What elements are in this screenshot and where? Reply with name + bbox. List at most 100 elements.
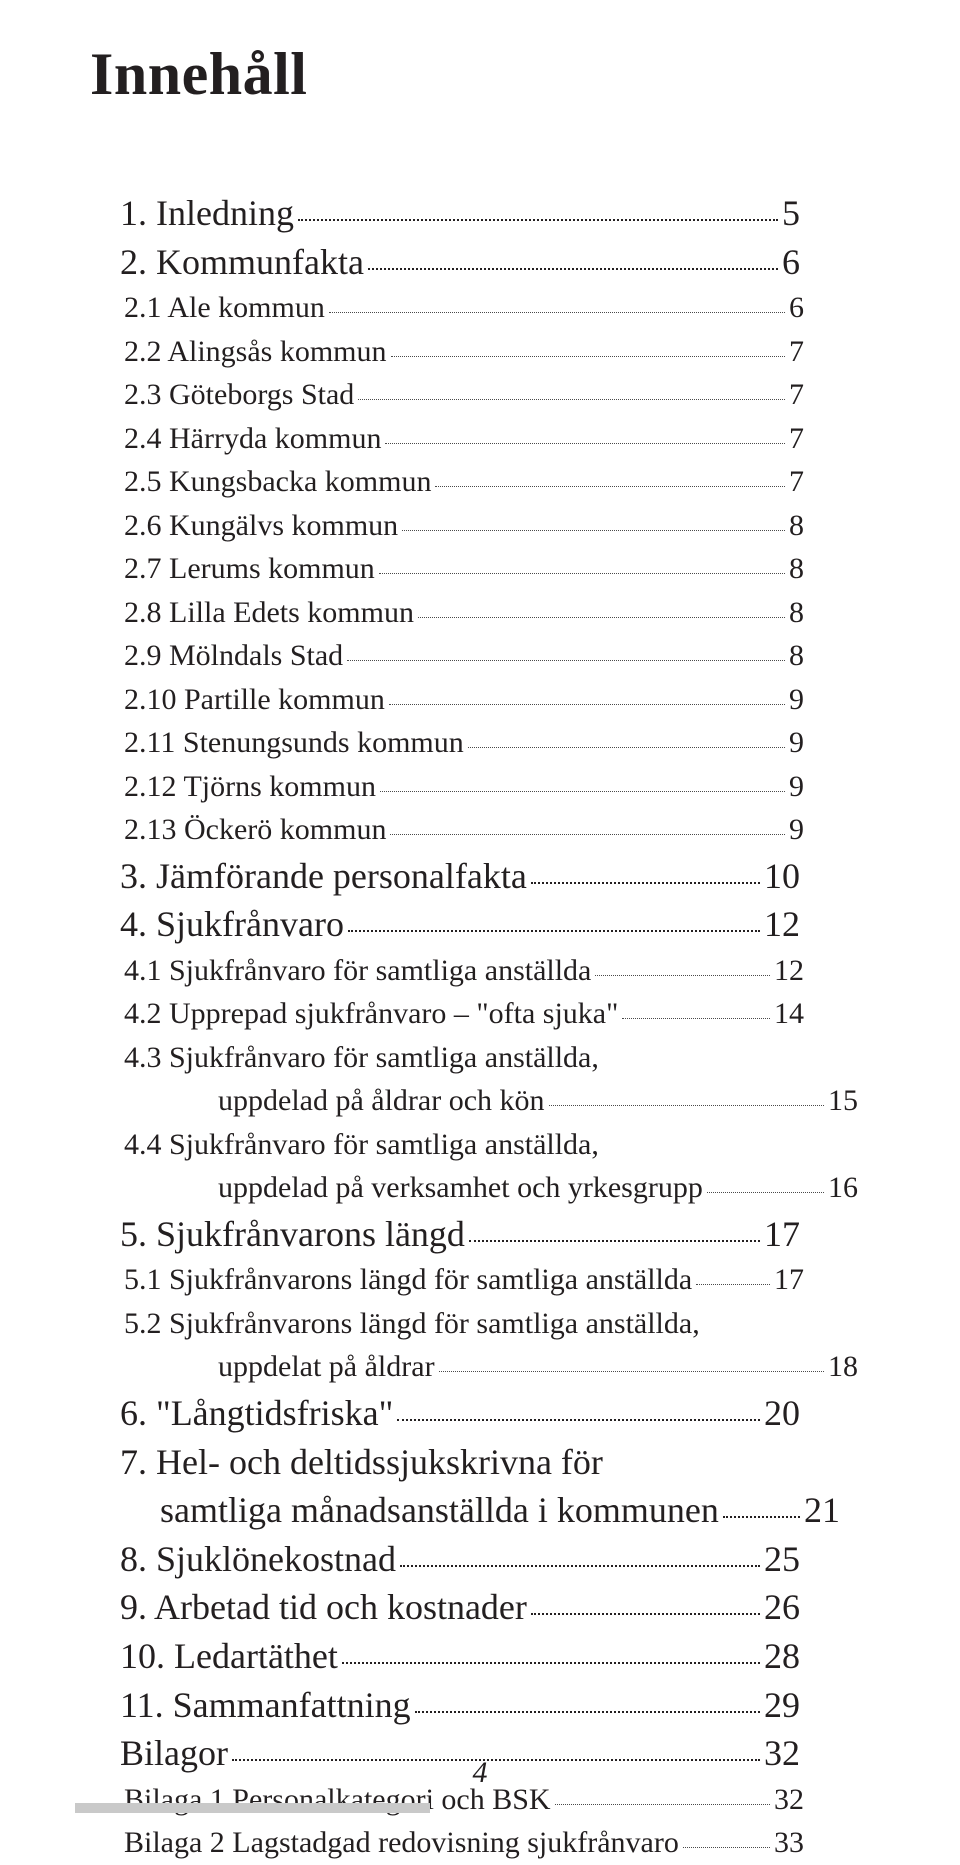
toc-entry: 2.3 Göteborgs Stad 7 bbox=[124, 373, 804, 417]
toc-leader bbox=[329, 311, 785, 313]
toc-entry-label: 5.1 Sjukfrånvarons längd för samtliga an… bbox=[124, 1258, 692, 1302]
toc-entry-label: 2.4 Härryda kommun bbox=[124, 417, 381, 461]
toc-entry-preline: 5.2 Sjukfrånvarons längd för samtliga an… bbox=[124, 1302, 804, 1346]
toc-leader bbox=[397, 1418, 760, 1421]
toc-entry-label: 4.2 Upprepad sjukfrånvaro – "ofta sjuka" bbox=[124, 992, 618, 1036]
toc-leader bbox=[358, 398, 785, 400]
toc-leader bbox=[696, 1283, 770, 1285]
page-number: 4 bbox=[0, 1756, 960, 1790]
toc-entry-page: 12 bbox=[764, 900, 800, 949]
toc-entry: 2. Kommunfakta6 bbox=[120, 238, 800, 287]
toc-leader bbox=[415, 1710, 760, 1713]
toc-entry-label: 2.9 Mölndals Stad bbox=[124, 634, 343, 678]
toc-leader bbox=[348, 929, 760, 932]
toc-leader bbox=[385, 442, 785, 444]
toc-entry-label: uppdelad på verksamhet och yrkesgrupp bbox=[218, 1166, 703, 1210]
table-of-contents: 1. Inledning 52. Kommunfakta62.1 Ale komm… bbox=[120, 189, 840, 1865]
toc-entry: 4. Sjukfrånvaro 12 bbox=[120, 900, 800, 949]
toc-entry-label: 2.11 Stenungsunds kommun bbox=[124, 721, 464, 765]
toc-leader bbox=[342, 1661, 760, 1664]
toc-entry-page: 33 bbox=[774, 1821, 804, 1865]
toc-entry-label: 2.7 Lerums kommun bbox=[124, 547, 375, 591]
toc-entry-label: 6. "Långtidsfriska" bbox=[120, 1389, 393, 1438]
page-title: Innehåll bbox=[90, 40, 840, 109]
toc-leader bbox=[298, 218, 778, 221]
toc-leader bbox=[622, 1017, 770, 1019]
toc-entry: 2.8 Lilla Edets kommun8 bbox=[124, 591, 804, 635]
toc-entry-page: 28 bbox=[764, 1632, 800, 1681]
footer-rule bbox=[75, 1803, 430, 1813]
toc-entry-label: 2.5 Kungsbacka kommun bbox=[124, 460, 431, 504]
toc-entry-label: 11. Sammanfattning bbox=[120, 1681, 411, 1730]
toc-entry: uppdelat på åldrar 18 bbox=[124, 1345, 858, 1389]
toc-leader bbox=[380, 790, 785, 792]
toc-entry-label: 4. Sjukfrånvaro bbox=[120, 900, 344, 949]
toc-leader bbox=[389, 703, 785, 705]
toc-entry: 2.6 Kungälvs kommun8 bbox=[124, 504, 804, 548]
toc-leader bbox=[439, 1370, 824, 1372]
toc-entry-label: 2.12 Tjörns kommun bbox=[124, 765, 376, 809]
toc-entry-page: 20 bbox=[764, 1389, 800, 1438]
toc-leader bbox=[468, 746, 785, 748]
toc-entry-page: 5 bbox=[782, 189, 800, 238]
toc-entry: 2.9 Mölndals Stad 8 bbox=[124, 634, 804, 678]
toc-entry-page: 8 bbox=[789, 634, 804, 678]
toc-leader bbox=[555, 1803, 770, 1805]
toc-entry: 5.1 Sjukfrånvarons längd för samtliga an… bbox=[124, 1258, 804, 1302]
toc-leader bbox=[469, 1239, 760, 1242]
toc-entry: uppdelad på verksamhet och yrkesgrupp16 bbox=[124, 1166, 858, 1210]
toc-entry: 2.4 Härryda kommun 7 bbox=[124, 417, 804, 461]
toc-entry: 2.1 Ale kommun6 bbox=[124, 286, 804, 330]
toc-entry-label: 9. Arbetad tid och kostnader bbox=[120, 1583, 527, 1632]
toc-leader bbox=[418, 616, 785, 618]
toc-entry-label: 2.13 Öckerö kommun bbox=[124, 808, 386, 852]
toc-entry-page: 21 bbox=[804, 1486, 840, 1535]
toc-entry-page: 26 bbox=[764, 1583, 800, 1632]
toc-entry-preline: 4.4 Sjukfrånvaro för samtliga anställda, bbox=[124, 1123, 804, 1167]
toc-entry-label: 2.3 Göteborgs Stad bbox=[124, 373, 354, 417]
toc-entry-label: 2.10 Partille kommun bbox=[124, 678, 385, 722]
toc-entry: 8. Sjuklönekostnad25 bbox=[120, 1535, 800, 1584]
toc-entry-page: 8 bbox=[789, 547, 804, 591]
toc-entry-page: 6 bbox=[782, 238, 800, 287]
toc-entry: 2.13 Öckerö kommun9 bbox=[124, 808, 804, 852]
toc-leader bbox=[531, 881, 760, 884]
toc-entry-label: 1. Inledning bbox=[120, 189, 294, 238]
toc-entry-label: Bilaga 2 Lagstadgad redovisning sjukfrån… bbox=[124, 1821, 679, 1865]
toc-entry: 4.1 Sjukfrånvaro för samtliga anställda 1… bbox=[124, 949, 804, 993]
toc-entry-page: 9 bbox=[789, 765, 804, 809]
toc-entry-page: 7 bbox=[789, 460, 804, 504]
toc-entry-preline: 4.3 Sjukfrånvaro för samtliga anställda, bbox=[124, 1036, 804, 1080]
toc-leader bbox=[435, 485, 785, 487]
toc-entry-page: 7 bbox=[789, 373, 804, 417]
toc-entry-page: 8 bbox=[789, 591, 804, 635]
toc-entry-page: 18 bbox=[828, 1345, 858, 1389]
toc-entry-page: 6 bbox=[789, 286, 804, 330]
toc-entry: 3. Jämförande personalfakta 10 bbox=[120, 852, 800, 901]
toc-leader bbox=[683, 1846, 770, 1848]
toc-entry: 6. "Långtidsfriska" 20 bbox=[120, 1389, 800, 1438]
toc-entry: uppdelad på åldrar och kön15 bbox=[124, 1079, 858, 1123]
toc-entry-label: uppdelad på åldrar och kön bbox=[218, 1079, 545, 1123]
toc-entry: 2.7 Lerums kommun 8 bbox=[124, 547, 804, 591]
toc-leader bbox=[379, 572, 785, 574]
toc-entry: 5. Sjukfrånvarons längd17 bbox=[120, 1210, 800, 1259]
toc-entry-page: 29 bbox=[764, 1681, 800, 1730]
toc-entry-page: 10 bbox=[764, 852, 800, 901]
toc-leader bbox=[368, 267, 778, 270]
toc-entry: 2.5 Kungsbacka kommun 7 bbox=[124, 460, 804, 504]
toc-leader bbox=[402, 529, 785, 531]
toc-leader bbox=[391, 355, 785, 357]
toc-entry-page: 7 bbox=[789, 417, 804, 461]
toc-entry: 9. Arbetad tid och kostnader 26 bbox=[120, 1583, 800, 1632]
toc-entry-label: 4.1 Sjukfrånvaro för samtliga anställda bbox=[124, 949, 591, 993]
toc-entry-page: 14 bbox=[774, 992, 804, 1036]
toc-leader bbox=[531, 1612, 760, 1615]
toc-leader bbox=[390, 833, 785, 835]
toc-leader bbox=[595, 974, 770, 976]
toc-entry-label: 5. Sjukfrånvarons längd bbox=[120, 1210, 465, 1259]
toc-entry-label: uppdelat på åldrar bbox=[218, 1345, 435, 1389]
toc-entry-page: 12 bbox=[774, 949, 804, 993]
toc-entry-label: 3. Jämförande personalfakta bbox=[120, 852, 527, 901]
toc-entry: 2.11 Stenungsunds kommun9 bbox=[124, 721, 804, 765]
